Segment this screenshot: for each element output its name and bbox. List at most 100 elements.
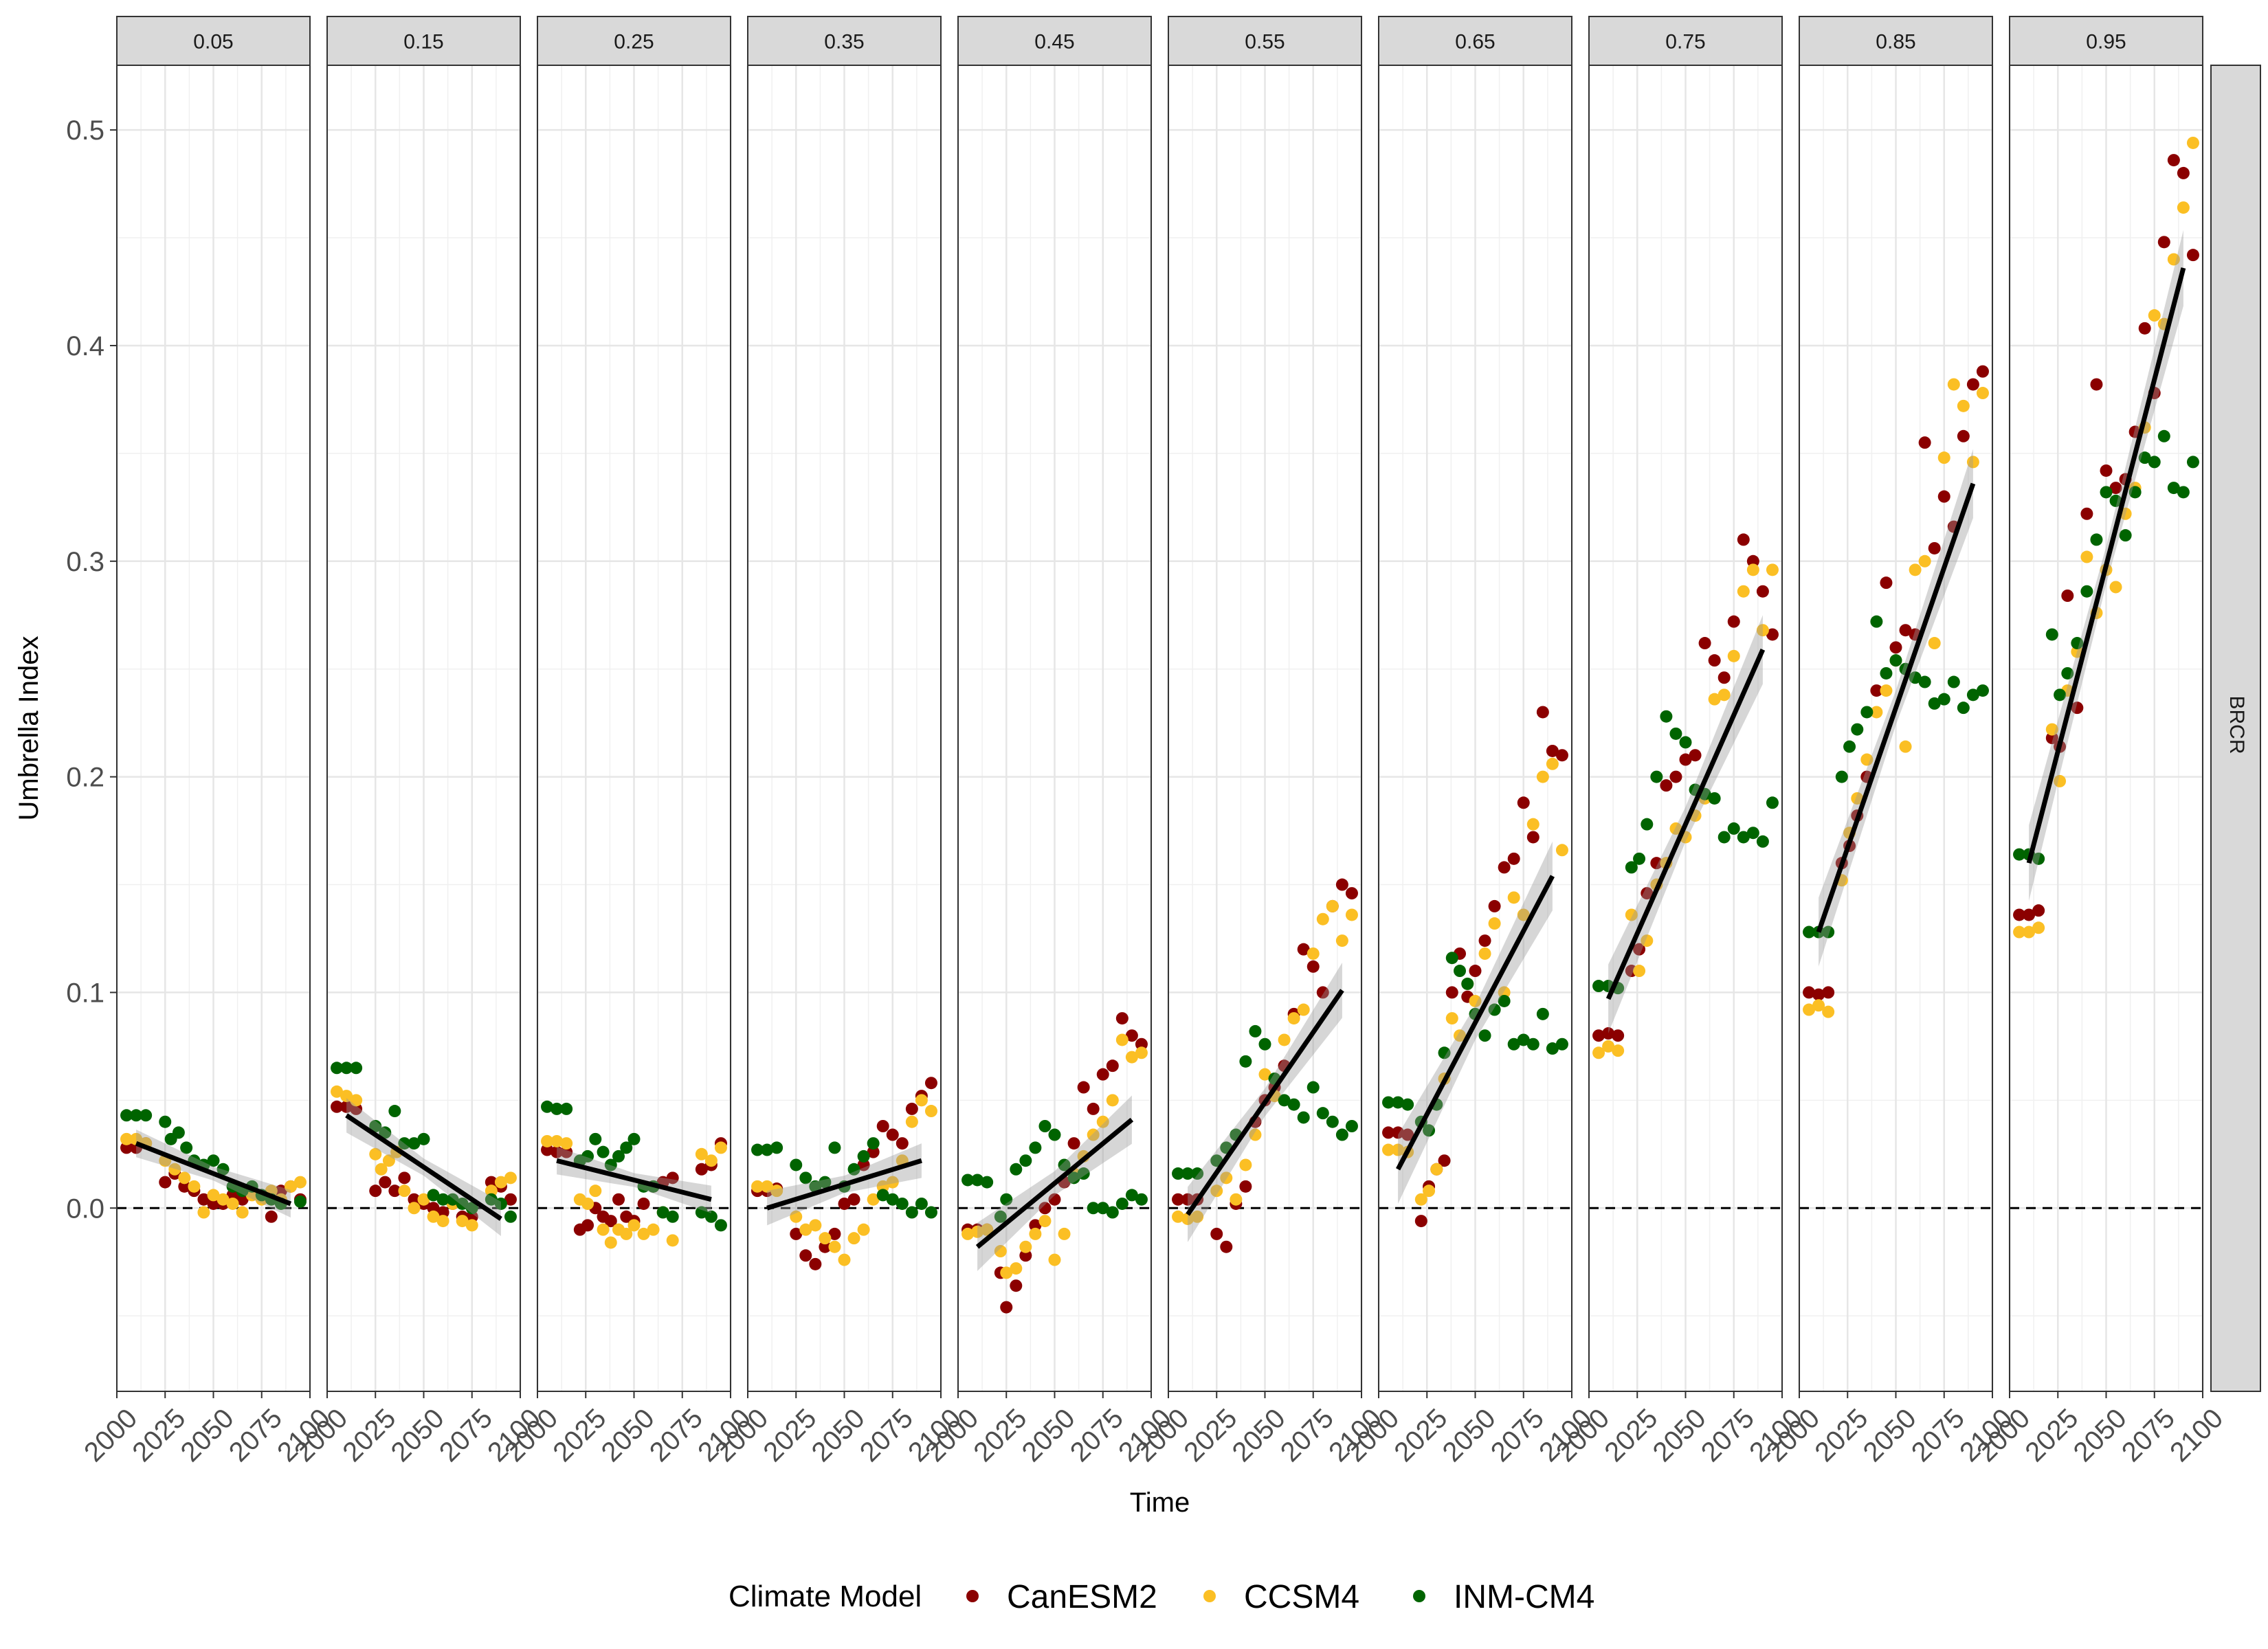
data-point-ccsm4 <box>1727 649 1740 662</box>
x-tick-label: 2050 <box>175 1403 240 1468</box>
data-point-ccsm4 <box>2071 645 2084 658</box>
data-point-ccsm4 <box>1172 1210 1185 1223</box>
data-point-canesm2 <box>1000 1301 1013 1314</box>
data-point-canesm2 <box>838 1197 851 1210</box>
data-point-canesm2 <box>1928 541 1941 554</box>
y-tick-label: 0.2 <box>66 763 104 793</box>
data-point-canesm2 <box>1918 436 1931 449</box>
x-tick-label: 2075 <box>644 1403 709 1468</box>
data-point-canesm2 <box>867 1145 880 1158</box>
data-point-ccsm4 <box>819 1232 832 1245</box>
facet-strip <box>116 16 311 66</box>
data-point-inm-cm4 <box>1976 684 1989 697</box>
data-point-canesm2 <box>666 1171 679 1185</box>
data-point-ccsm4 <box>2186 136 2199 149</box>
trend-line <box>1396 875 1555 1171</box>
data-point-canesm2 <box>1077 1081 1090 1094</box>
data-point-ccsm4 <box>809 1219 822 1232</box>
data-point-inm-cm4 <box>1650 770 1663 783</box>
data-point-inm-cm4 <box>790 1158 803 1171</box>
facet-strip <box>1378 16 1572 66</box>
data-point-ccsm4 <box>1454 1029 1467 1042</box>
data-point-inm-cm4 <box>1889 654 1902 667</box>
legend-key-ccsm4 <box>1203 1590 1216 1602</box>
x-tick-label: 2075 <box>1275 1403 1339 1468</box>
legend-key-inm-cm4 <box>1413 1590 1425 1602</box>
data-point-ccsm4 <box>1870 706 1883 719</box>
data-point-canesm2 <box>178 1180 191 1193</box>
x-tick-label: 2025 <box>968 1403 1032 1468</box>
data-point-inm-cm4 <box>379 1126 392 1139</box>
data-point-inm-cm4 <box>331 1062 344 1075</box>
row-facet-strip <box>2210 65 2261 1392</box>
data-point-ccsm4 <box>1278 1033 1291 1046</box>
data-point-canesm2 <box>1010 1279 1023 1292</box>
data-point-canesm2 <box>2109 482 2122 495</box>
data-point-inm-cm4 <box>1000 1193 1013 1206</box>
data-point-inm-cm4 <box>1461 977 1474 990</box>
data-point-inm-cm4 <box>1592 980 1605 993</box>
facet-strip-label: 0.55 <box>1245 31 1285 54</box>
data-point-ccsm4 <box>1708 693 1721 706</box>
data-point-inm-cm4 <box>2119 529 2132 542</box>
data-point-inm-cm4 <box>1957 702 1970 715</box>
data-point-canesm2 <box>207 1197 220 1210</box>
x-tick-label: 2075 <box>2116 1403 2181 1468</box>
data-point-ccsm4 <box>1297 1003 1310 1016</box>
data-point-canesm2 <box>504 1193 517 1206</box>
data-point-canesm2 <box>1382 1126 1395 1139</box>
data-point-inm-cm4 <box>971 1174 984 1187</box>
data-point-canesm2 <box>1507 852 1520 865</box>
data-point-inm-cm4 <box>1067 1171 1080 1185</box>
data-point-ccsm4 <box>627 1219 641 1232</box>
data-point-inm-cm4 <box>1835 770 1848 783</box>
data-point-ccsm4 <box>1851 792 1864 805</box>
data-point-ccsm4 <box>350 1094 363 1107</box>
data-point-inm-cm4 <box>216 1163 230 1176</box>
data-point-inm-cm4 <box>761 1143 774 1156</box>
legend-label: CanESM2 <box>1007 1579 1157 1615</box>
data-point-canesm2 <box>1488 899 1501 912</box>
data-point-canesm2 <box>265 1210 278 1223</box>
data-point-canesm2 <box>637 1197 650 1210</box>
data-point-ccsm4 <box>1392 1143 1405 1156</box>
data-point-canesm2 <box>790 1227 803 1240</box>
data-point-canesm2 <box>905 1102 918 1115</box>
data-point-canesm2 <box>1087 1102 1100 1115</box>
data-point-ccsm4 <box>382 1154 395 1167</box>
data-point-ccsm4 <box>2080 550 2093 563</box>
data-point-canesm2 <box>1096 1068 1109 1081</box>
data-point-inm-cm4 <box>427 1189 440 1202</box>
data-point-canesm2 <box>1708 654 1721 667</box>
data-point-ccsm4 <box>1641 934 1654 947</box>
data-point-ccsm4 <box>1602 1040 1615 1053</box>
data-point-ccsm4 <box>770 1185 783 1198</box>
facet-strip <box>2009 16 2203 66</box>
data-point-inm-cm4 <box>1843 740 1856 753</box>
data-point-inm-cm4 <box>751 1143 764 1156</box>
data-point-inm-cm4 <box>140 1109 153 1122</box>
data-point-ccsm4 <box>236 1206 249 1219</box>
x-tick-label: 2100 <box>2164 1403 2229 1468</box>
data-point-inm-cm4 <box>369 1120 382 1132</box>
data-point-ccsm4 <box>207 1189 220 1202</box>
data-point-canesm2 <box>274 1185 287 1198</box>
data-point-inm-cm4 <box>1546 1042 1559 1055</box>
data-point-canesm2 <box>1478 934 1491 947</box>
data-point-ccsm4 <box>1880 684 1893 697</box>
x-tick-label: 2075 <box>1065 1403 1129 1468</box>
data-point-ccsm4 <box>915 1094 928 1107</box>
data-point-canesm2 <box>581 1219 594 1232</box>
data-point-inm-cm4 <box>1048 1128 1061 1141</box>
data-point-canesm2 <box>427 1202 440 1215</box>
x-tick-label: 2075 <box>1906 1403 1970 1468</box>
data-point-ccsm4 <box>1048 1253 1061 1266</box>
data-point-ccsm4 <box>589 1185 602 1198</box>
data-point-canesm2 <box>1220 1240 1233 1253</box>
data-point-inm-cm4 <box>847 1163 860 1176</box>
data-point-ccsm4 <box>1106 1094 1119 1107</box>
data-point-inm-cm4 <box>1345 1120 1358 1132</box>
data-point-canesm2 <box>2090 378 2103 391</box>
data-point-ccsm4 <box>924 1105 937 1118</box>
data-point-inm-cm4 <box>1822 926 1835 939</box>
